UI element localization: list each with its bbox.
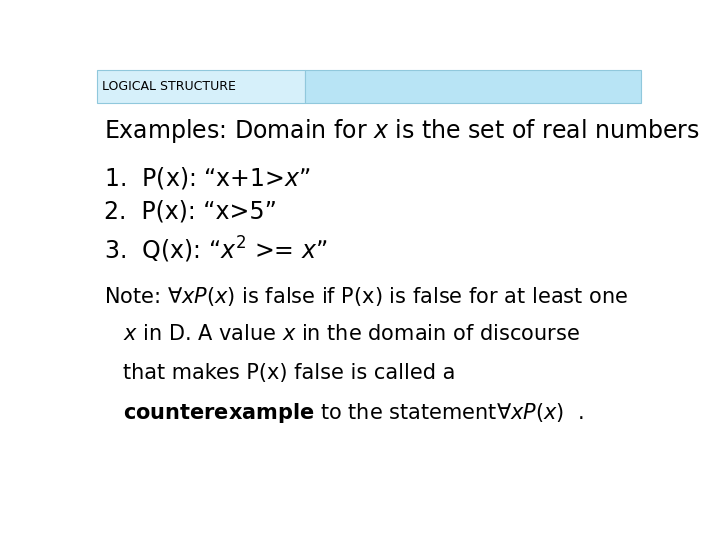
FancyBboxPatch shape	[96, 70, 305, 103]
Text: 2.  P(x): “x>5”: 2. P(x): “x>5”	[104, 200, 276, 224]
Text: that makes P(x) false is called a: that makes P(x) false is called a	[124, 362, 456, 382]
Text: 3.  Q(x): “$x^2$ >= $x$”: 3. Q(x): “$x^2$ >= $x$”	[104, 235, 328, 266]
Text: $\bf{counterexample}$ to the statement$\forall xP(x)$  .: $\bf{counterexample}$ to the statement$\…	[124, 401, 584, 425]
Text: LOGICAL STRUCTURE: LOGICAL STRUCTURE	[102, 80, 236, 93]
FancyBboxPatch shape	[305, 70, 642, 103]
Text: Note: $\forall xP(x)$ is false if P(x) is false for at least one: Note: $\forall xP(x)$ is false if P(x) i…	[104, 285, 629, 308]
Text: $x$ in D. A value $x$ in the domain of discourse: $x$ in D. A value $x$ in the domain of d…	[124, 324, 580, 344]
Text: 1.  P(x): “x+1>$x$”: 1. P(x): “x+1>$x$”	[104, 165, 310, 191]
Text: Examples: Domain for $x$ is the set of real numbers: Examples: Domain for $x$ is the set of r…	[104, 117, 700, 145]
